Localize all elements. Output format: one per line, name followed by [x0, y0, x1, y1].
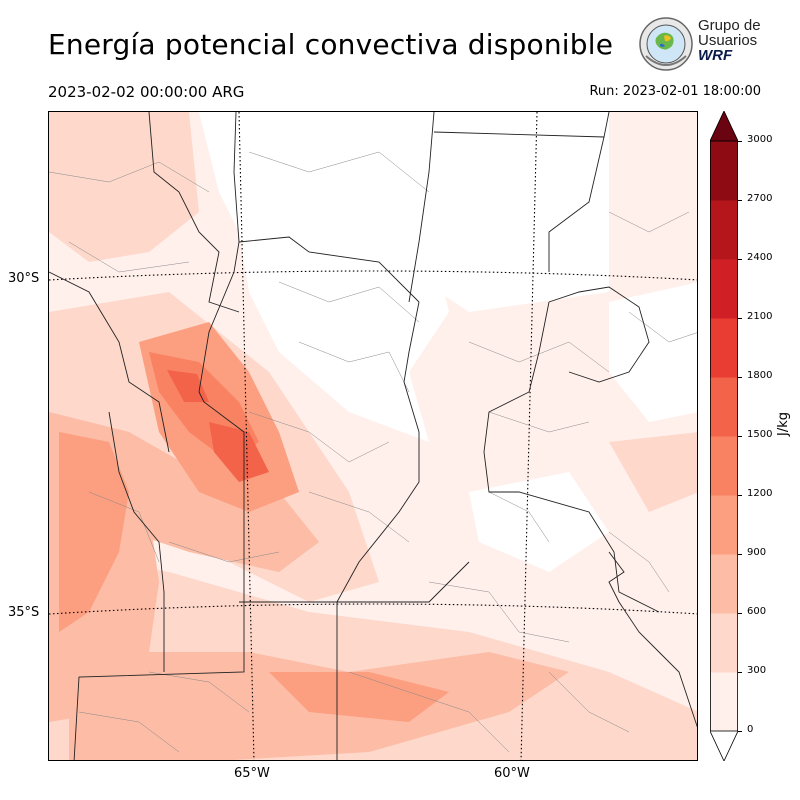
colorbar-tick-mark — [738, 436, 742, 437]
graticule-35s — [49, 603, 697, 615]
colorbar-tick-mark — [738, 377, 742, 378]
colorbar-tick-label: 1500 — [747, 429, 773, 440]
colorbar-tick-label: 1200 — [747, 488, 773, 499]
province-boundaries — [49, 112, 697, 760]
colorbar-tick-label: 2400 — [747, 252, 773, 263]
colorbar-tick-label: 1800 — [747, 370, 773, 381]
colorbar-tick-label: 2700 — [747, 193, 773, 204]
low-cape-area-top — [199, 112, 609, 312]
department-boundaries — [49, 151, 697, 753]
colorbar-tick-mark — [738, 554, 742, 555]
wrf-group-logo: Grupo de Usuarios WRF — [638, 16, 768, 74]
cape-band-nw-300 — [49, 112, 199, 262]
colorbar-segment — [710, 259, 738, 319]
low-cape-area-north — [239, 232, 449, 442]
map-title: Energía potencial convectiva disponible — [48, 28, 614, 61]
lon-label-65w: 65°W — [234, 766, 270, 781]
cape-field-svg — [49, 112, 697, 760]
colorbar-tick-label: 900 — [747, 547, 767, 558]
cape-core-1500-north — [167, 370, 209, 402]
colorbar-segment — [710, 141, 738, 201]
logo-line-1: Grupo de — [698, 17, 761, 34]
cape-patch-east — [609, 432, 697, 512]
lat-label-30s: 30°S — [8, 271, 40, 286]
colorbar — [710, 111, 738, 761]
cape-map — [48, 111, 698, 761]
valid-time: 2023-02-02 00:00:00 ARG — [48, 83, 245, 101]
run-time: Run: 2023-02-01 18:00:00 — [589, 84, 761, 99]
cape-band-south-900 — [269, 672, 449, 722]
graticule-60w — [520, 112, 538, 760]
logo-line-2: Usuarios — [698, 32, 758, 49]
colorbar-segment — [710, 554, 738, 614]
colorbar-over-triangle — [710, 111, 738, 142]
logo-line-3: WRF — [698, 47, 733, 64]
colorbar-segment — [710, 200, 738, 260]
colorbar-segment — [710, 436, 738, 496]
colorbar-tick-label: 0 — [747, 724, 754, 735]
colorbar-segment — [710, 495, 738, 555]
lat-label-35s: 35°S — [8, 605, 40, 620]
colorbar-tick-mark — [738, 731, 742, 732]
colorbar-tick-label: 600 — [747, 606, 767, 617]
cape-band-600 — [49, 412, 319, 572]
colorbar-tick-mark — [738, 318, 742, 319]
colorbar-segment — [710, 377, 738, 437]
lon-label-60w: 60°W — [494, 766, 530, 781]
colorbar-tick-mark — [738, 259, 742, 260]
colorbar-segment — [710, 318, 738, 378]
colorbar-tick-mark — [738, 495, 742, 496]
colorbar-tick-mark — [738, 141, 742, 142]
colorbar-segment — [710, 672, 738, 732]
colorbar-tick-label: 3000 — [747, 134, 773, 145]
low-cape-area-center — [469, 472, 609, 572]
colorbar-segment — [710, 613, 738, 673]
cape-band-west-900 — [59, 432, 129, 632]
cape-core-1500 — [209, 422, 269, 482]
graticule-65w — [238, 112, 255, 760]
graticule-30s — [49, 270, 697, 281]
colorbar-tick-mark — [738, 672, 742, 673]
colorbar-frame — [710, 140, 738, 732]
colorbar-under-triangle — [710, 730, 738, 761]
colorbar-tick-mark — [738, 613, 742, 614]
colorbar-tick-label: 300 — [747, 665, 767, 676]
colorbar-tick-label: 2100 — [747, 311, 773, 322]
globe-logo-icon — [639, 17, 693, 71]
colorbar-tick-mark — [738, 200, 742, 201]
low-cape-area-east — [609, 282, 697, 422]
colorbar-unit: J/kg — [776, 412, 791, 436]
